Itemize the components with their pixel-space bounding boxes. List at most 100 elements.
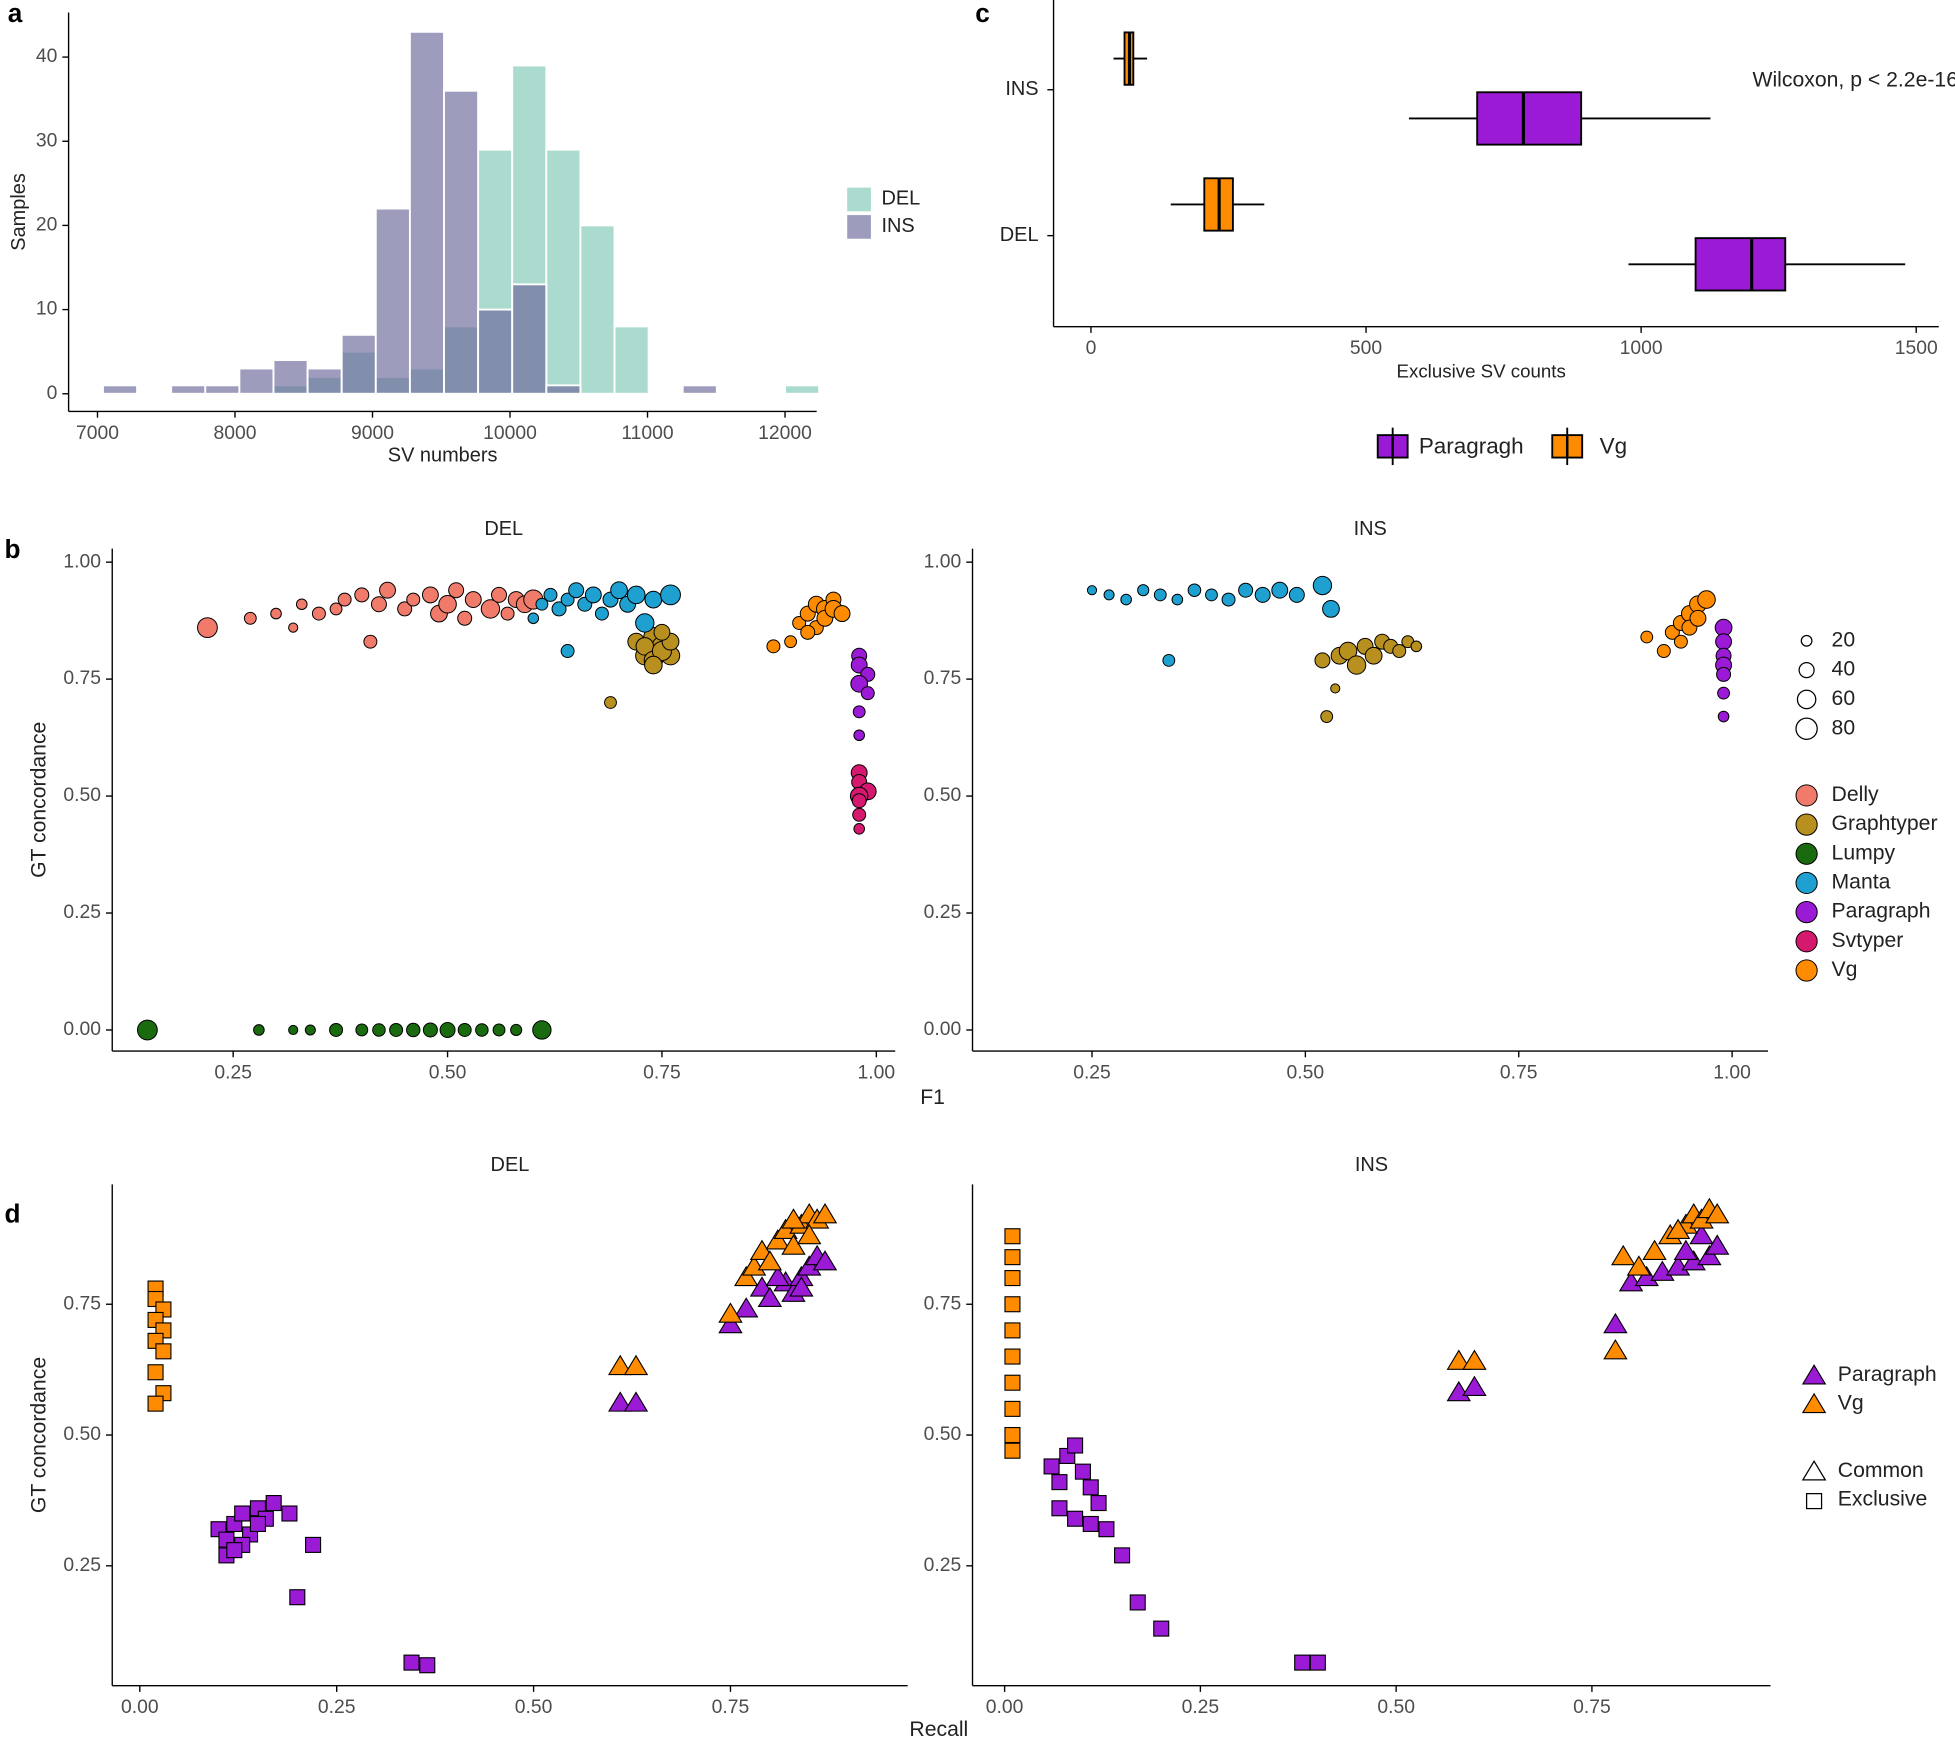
point <box>1043 1458 1060 1475</box>
bubble <box>397 601 413 617</box>
point <box>1462 1349 1487 1370</box>
bubble <box>1717 710 1730 723</box>
bubble <box>653 623 671 641</box>
y-tick-label: 30 <box>36 130 57 151</box>
x-tick-label: 11000 <box>621 423 673 444</box>
legend-key <box>1795 813 1818 836</box>
bubble <box>610 581 628 600</box>
bubble <box>1320 710 1334 723</box>
x-tick-label: 0.50 <box>429 1063 467 1084</box>
point <box>155 1343 172 1360</box>
point <box>234 1505 251 1522</box>
bubble <box>604 696 617 709</box>
bubble <box>480 599 501 619</box>
legend-key <box>1795 784 1818 807</box>
legend-key <box>845 213 873 241</box>
bubble <box>464 591 482 609</box>
histogram-bar <box>272 359 309 395</box>
bubble <box>1288 586 1305 603</box>
bubble <box>1205 588 1218 602</box>
y-axis-label: GT concordance <box>28 1357 51 1513</box>
y-tick-label: 0.75 <box>63 1293 101 1314</box>
point <box>734 1297 759 1318</box>
x-axis-label: SV numbers <box>388 445 498 467</box>
point <box>623 1354 649 1376</box>
bubble <box>1656 644 1671 659</box>
histogram-bar <box>443 89 480 395</box>
point <box>1611 1244 1636 1266</box>
x-tick-label: 0.75 <box>1573 1697 1611 1718</box>
histogram-bar <box>545 384 582 395</box>
box <box>1694 237 1787 292</box>
point <box>403 1654 420 1671</box>
bubble <box>792 615 807 630</box>
size-legend-key <box>1798 662 1815 679</box>
point <box>1090 1495 1107 1512</box>
histogram-bar <box>511 283 548 395</box>
x-tick-label: 0.50 <box>1377 1697 1415 1718</box>
bubble <box>833 605 851 623</box>
point <box>265 1495 282 1512</box>
panel-label: d <box>4 1199 20 1229</box>
bubble <box>1392 644 1407 659</box>
legend-key <box>1795 871 1818 895</box>
bubble <box>560 644 575 659</box>
panel-title: DEL <box>491 1154 530 1176</box>
x-tick-label: 0.75 <box>712 1697 750 1718</box>
bubble <box>311 606 326 621</box>
point <box>226 1542 243 1559</box>
x-tick-label: 0 <box>1086 338 1097 359</box>
bubble <box>500 606 515 621</box>
bubble <box>660 584 681 606</box>
y-tick-label: 0.25 <box>63 902 101 923</box>
point <box>608 1354 633 1376</box>
x-tick-label: 0.50 <box>1287 1063 1325 1084</box>
histogram-bar <box>545 148 582 395</box>
point <box>1082 1479 1099 1496</box>
y-tick-label: 0.75 <box>924 1293 962 1314</box>
bubble <box>766 639 781 654</box>
bubble <box>853 823 865 835</box>
legend-key <box>1801 1460 1827 1481</box>
point <box>812 1250 838 1271</box>
point <box>1114 1547 1131 1564</box>
bubble <box>644 655 663 675</box>
x-axis-label: Exclusive SV counts <box>1397 361 1566 382</box>
point <box>1004 1374 1021 1391</box>
x-tick-label: 0.75 <box>1500 1063 1538 1084</box>
bubble <box>1171 593 1184 606</box>
point <box>1004 1228 1021 1245</box>
x-axis-label: Recall <box>909 1718 968 1738</box>
bubble <box>1322 600 1340 618</box>
point <box>147 1395 164 1412</box>
x-tick-label: 0.50 <box>515 1697 553 1718</box>
y-tick-label: 1.00 <box>63 551 101 572</box>
point <box>1153 1620 1170 1637</box>
x-tick-label: 0.25 <box>1182 1697 1220 1718</box>
bubble <box>492 1023 506 1037</box>
point <box>734 1265 759 1287</box>
bubble <box>852 705 866 719</box>
x-tick-label: 9000 <box>351 423 394 444</box>
y-axis-label: Samples <box>8 173 30 251</box>
point <box>1294 1654 1311 1671</box>
point <box>1704 1234 1730 1255</box>
bubble <box>379 581 396 599</box>
y-tick-label: 10 <box>36 299 57 320</box>
bubble <box>1717 686 1730 700</box>
y-tick-label: 0.50 <box>924 1424 962 1445</box>
legend-label: DEL <box>881 188 920 210</box>
x-tick-label: 8000 <box>214 423 257 444</box>
legend-key <box>1795 901 1818 924</box>
legend-key <box>1795 842 1818 865</box>
size-legend-key <box>1800 634 1813 647</box>
legend-key <box>1805 1493 1823 1510</box>
bubble <box>1312 575 1333 596</box>
point <box>718 1302 743 1323</box>
point <box>1067 1510 1084 1527</box>
point <box>623 1391 649 1412</box>
point <box>1004 1348 1021 1365</box>
point <box>608 1391 633 1412</box>
bubble <box>1238 582 1254 598</box>
size-legend-key <box>1795 717 1818 740</box>
